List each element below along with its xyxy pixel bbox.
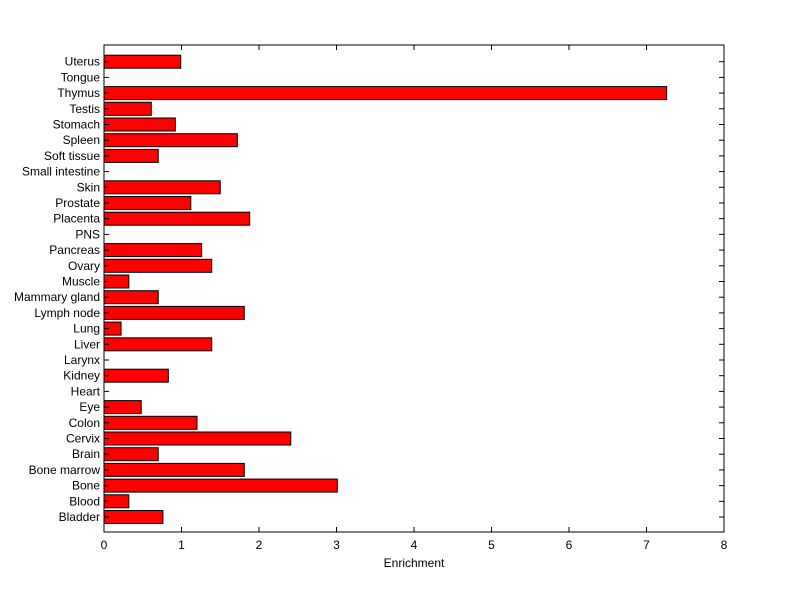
- y-tick-label: Testis: [69, 102, 100, 116]
- y-tick-label: Thymus: [57, 86, 100, 100]
- bar-testis: [103, 101, 152, 116]
- x-axis-label: Enrichment: [384, 556, 445, 570]
- bar-mammary-gland: [103, 290, 159, 305]
- bar-kidney: [103, 368, 169, 383]
- bar-ovary: [103, 258, 213, 273]
- y-tick-label: Mammary gland: [14, 290, 100, 304]
- bar-stomach: [103, 117, 176, 132]
- bar-brain: [103, 447, 159, 462]
- y-tick-label: Bone marrow: [29, 463, 101, 477]
- x-tick-label: 8: [721, 538, 728, 552]
- y-tick-label: Tongue: [61, 70, 101, 84]
- y-tick-label: Muscle: [62, 275, 100, 289]
- axes-box: [103, 44, 725, 533]
- bar-prostate: [103, 196, 192, 210]
- x-tick-label: 7: [643, 538, 650, 552]
- y-tick-label: Kidney: [63, 369, 100, 383]
- x-tick-label: 6: [566, 538, 573, 552]
- y-tick-label: Cervix: [66, 432, 100, 446]
- y-tick-label: Liver: [74, 337, 100, 351]
- y-tick-label: Prostate: [55, 196, 100, 210]
- y-tick-label: Lymph node: [34, 306, 100, 320]
- bar-pancreas: [103, 243, 203, 258]
- y-tick-label: Eye: [79, 400, 100, 414]
- y-tick-label: Heart: [71, 384, 101, 398]
- bar-bone-marrow: [103, 462, 245, 477]
- bar-colon: [103, 415, 198, 430]
- y-tick-label: Spleen: [63, 133, 100, 147]
- y-tick-label: Stomach: [53, 118, 100, 132]
- y-tick-label: PNS: [75, 227, 100, 241]
- y-tick-label: Colon: [69, 416, 100, 430]
- bar-soft-tissue: [103, 148, 159, 163]
- y-tick-label: Brain: [72, 447, 100, 461]
- y-tick-label: Larynx: [64, 353, 100, 367]
- y-tick-label: Bone: [72, 479, 100, 493]
- bar-uterus: [103, 54, 182, 69]
- x-tick-label: 5: [488, 538, 495, 552]
- bar-spleen: [103, 133, 238, 148]
- y-tick-label: Lung: [73, 322, 100, 336]
- bar-skin: [103, 180, 221, 195]
- x-tick-label: 4: [411, 538, 418, 552]
- y-tick-label: Blood: [69, 494, 100, 508]
- bar-eye: [103, 400, 142, 415]
- bar-bladder: [103, 510, 164, 524]
- y-tick-label: Bladder: [59, 510, 100, 524]
- bar-liver: [103, 337, 213, 352]
- y-tick-label: Skin: [77, 180, 100, 194]
- x-ticks: 0 1 2 3 4 5 6 7 8: [101, 45, 728, 552]
- bar-cervix: [103, 431, 292, 446]
- y-tick-label: Uterus: [65, 55, 100, 69]
- x-tick-label: 1: [178, 538, 185, 552]
- x-tick-label: 0: [101, 538, 108, 552]
- y-tick-label: Placenta: [53, 212, 100, 226]
- x-tick-label: 3: [333, 538, 340, 552]
- bar-placenta: [103, 211, 251, 226]
- y-tick-label: Small intestine: [22, 165, 100, 179]
- x-tick-label: 2: [256, 538, 263, 552]
- bar-bone: [103, 478, 338, 493]
- bar-lymph-node: [103, 305, 245, 320]
- y-tick-label: Soft tissue: [44, 149, 100, 163]
- y-tick-label: Pancreas: [49, 243, 100, 257]
- bar-thymus: [103, 86, 668, 101]
- bars: [103, 54, 668, 524]
- y-tick-label: Ovary: [68, 259, 100, 273]
